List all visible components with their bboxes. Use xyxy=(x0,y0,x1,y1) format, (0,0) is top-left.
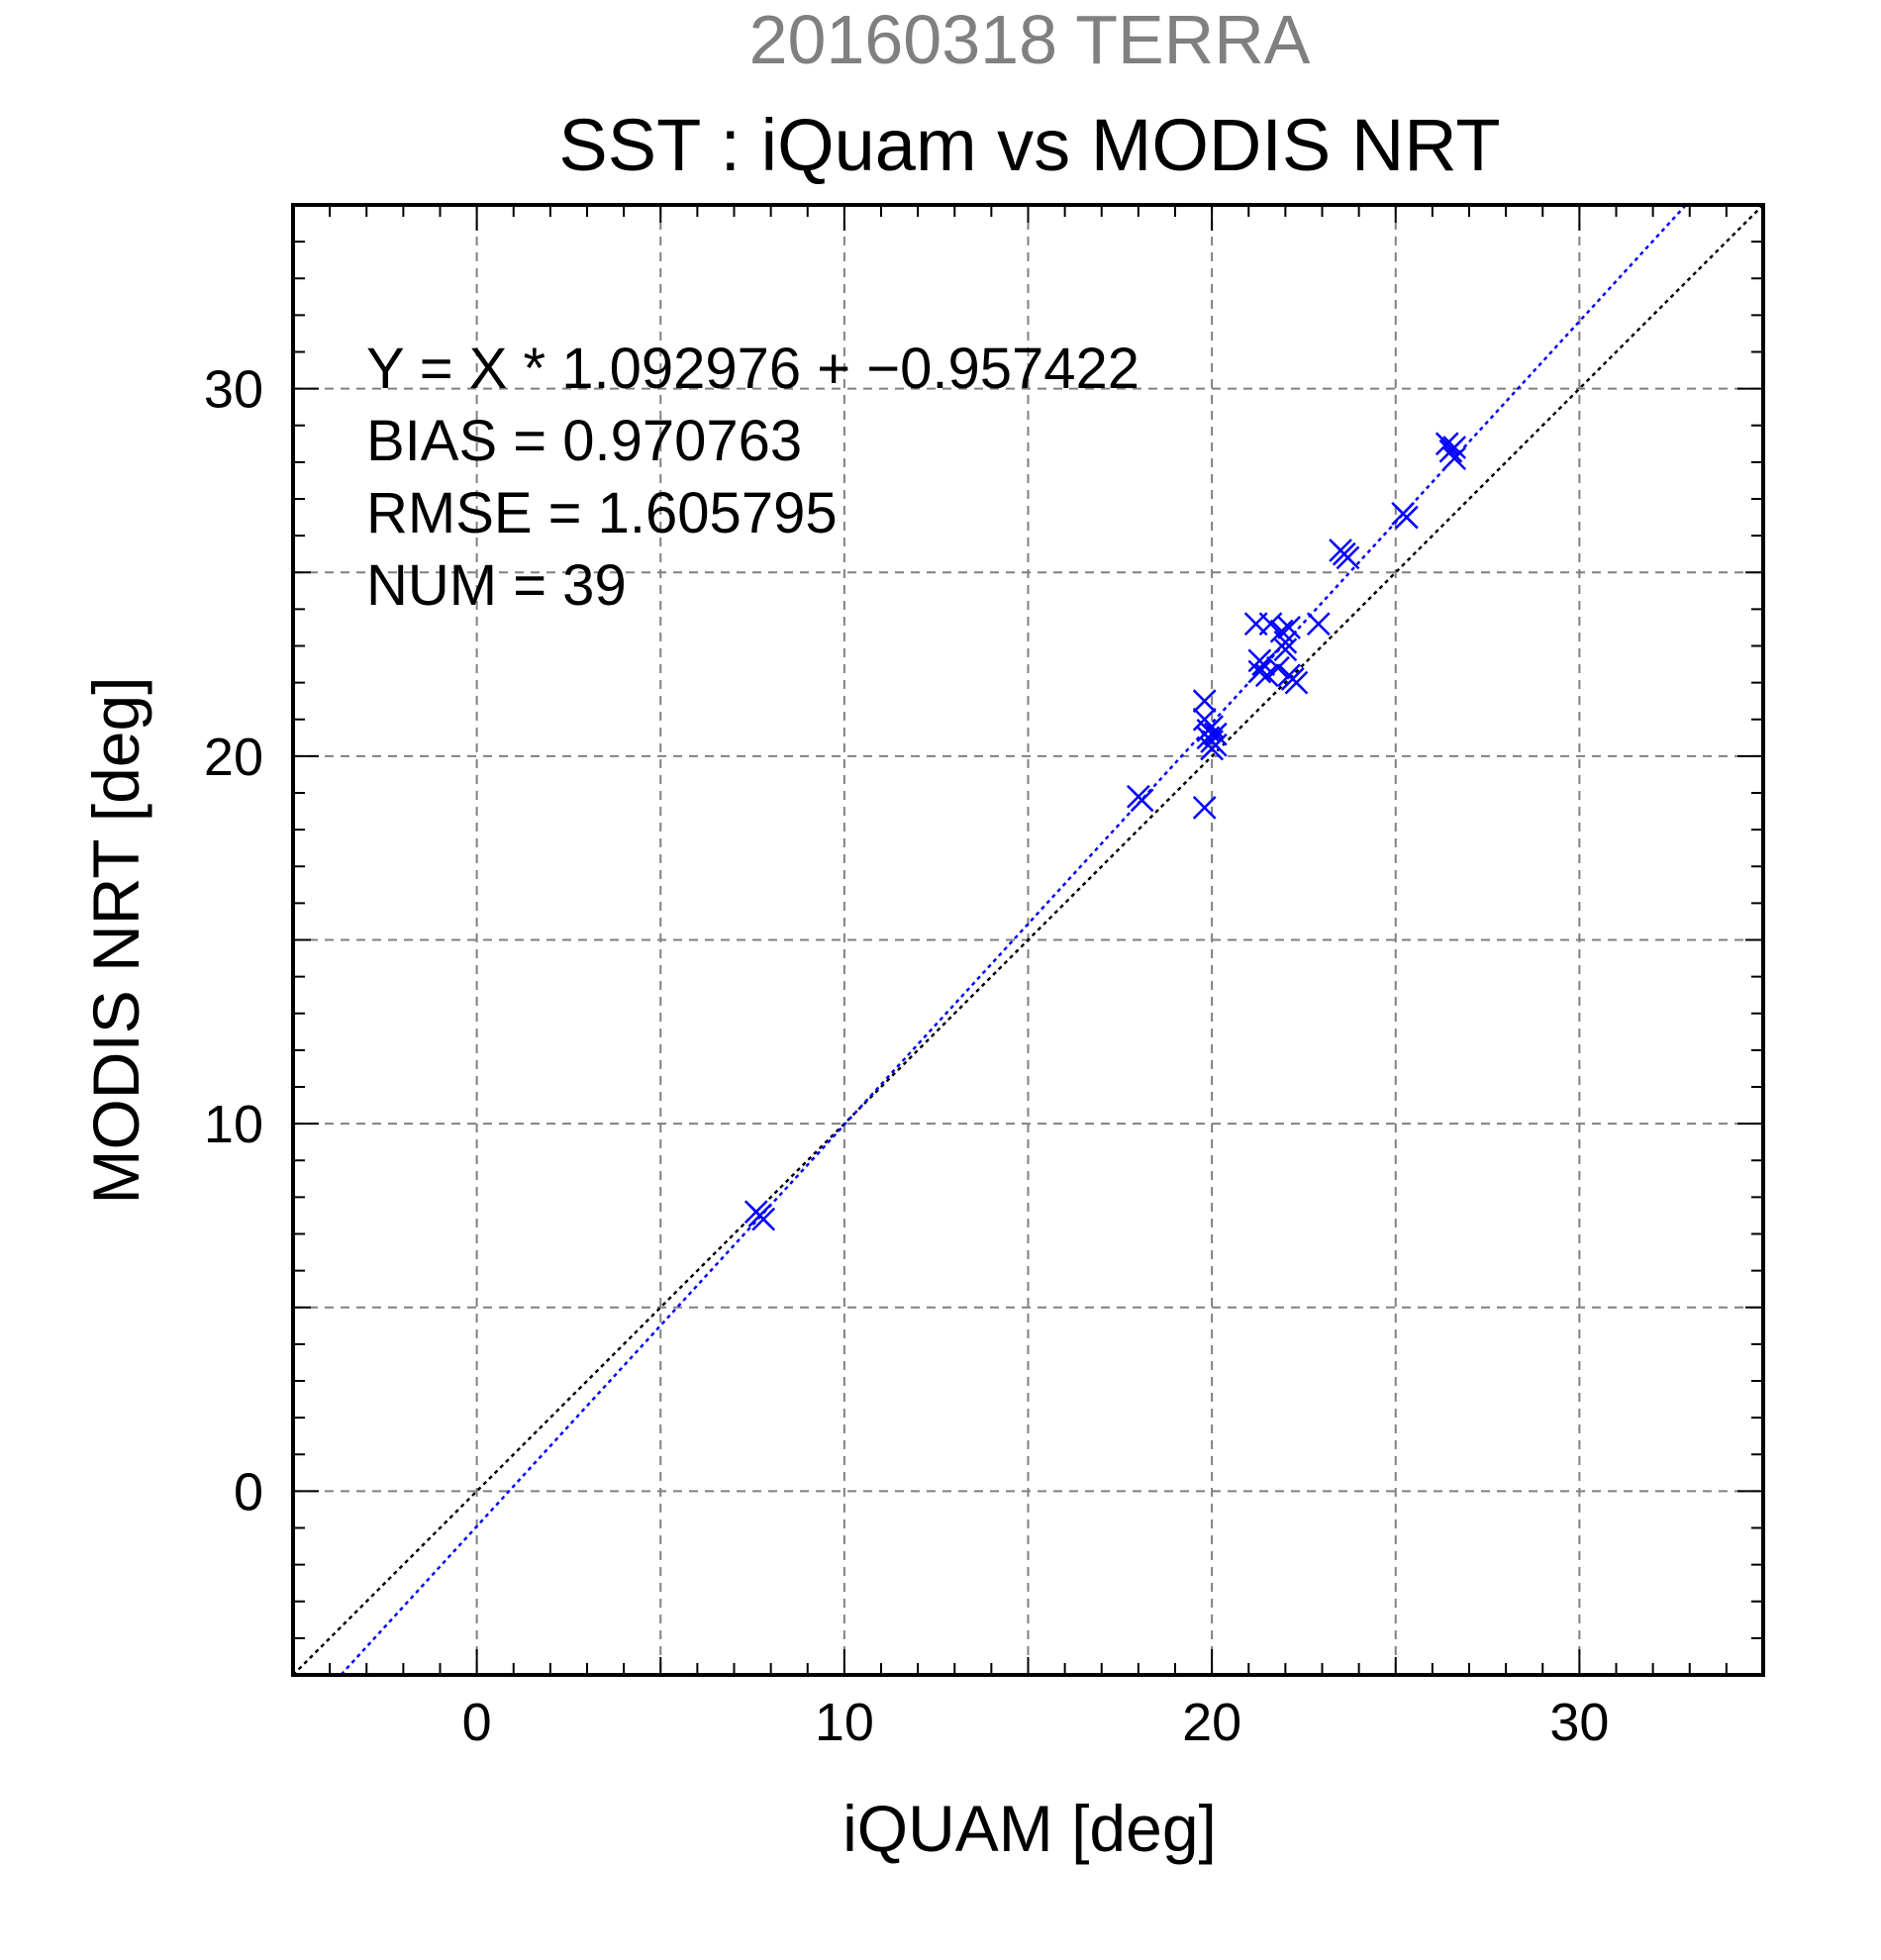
data-point xyxy=(1435,432,1459,456)
fit-statistic-line: NUM = 39 xyxy=(366,553,627,618)
data-point xyxy=(1395,505,1419,530)
data-point-stroke xyxy=(1442,446,1467,471)
data-point xyxy=(1306,612,1331,637)
fit-statistics: Y = X * 1.092976 + −0.957422 BIAS = 0.970… xyxy=(366,337,1139,618)
data-point xyxy=(1203,722,1228,746)
data-point-stroke xyxy=(1254,663,1279,688)
data-point-stroke xyxy=(1336,545,1360,570)
y-tick-label: 10 xyxy=(204,1095,263,1154)
x-tick-labels: 0 10 20 30 xyxy=(462,1693,1610,1752)
data-point xyxy=(1203,733,1228,757)
data-point-stroke xyxy=(1284,670,1309,695)
x-tick-label: 10 xyxy=(815,1693,874,1752)
data-point-stroke xyxy=(1269,619,1294,643)
data-point-stroke xyxy=(1258,612,1283,637)
data-point xyxy=(1277,616,1301,639)
data-point-stroke xyxy=(1442,436,1467,459)
data-point-stroke xyxy=(1192,795,1217,820)
data-point xyxy=(1284,670,1309,695)
data-point xyxy=(1273,630,1298,654)
fit-statistic-line: BIAS = 0.970763 xyxy=(366,409,802,473)
data-point xyxy=(751,1207,776,1231)
data-point-stroke xyxy=(1395,505,1419,530)
y-tick-label: 0 xyxy=(234,1462,263,1521)
data-point xyxy=(1130,788,1154,813)
x-tick-label: 20 xyxy=(1182,1693,1241,1752)
data-point-stroke xyxy=(1130,788,1154,813)
data-point xyxy=(1266,655,1290,680)
data-point-stroke xyxy=(1277,616,1301,639)
data-point-stroke xyxy=(1203,722,1228,746)
y-tick-labels: 0 10 20 30 xyxy=(204,360,263,1522)
data-point-stroke xyxy=(751,1207,776,1231)
reference-lines xyxy=(293,205,1763,1675)
data-point-stroke xyxy=(1247,659,1272,684)
data-point-stroke xyxy=(1435,432,1459,456)
data-point xyxy=(1192,795,1217,820)
data-point-stroke xyxy=(1273,630,1298,654)
x-axis-label: iQUAM [deg] xyxy=(842,1792,1217,1865)
data-point xyxy=(1273,637,1298,662)
y-axis-label: MODIS NRT [deg] xyxy=(79,676,152,1204)
data-point-stroke xyxy=(1251,652,1275,676)
data-point-stroke xyxy=(1273,637,1298,662)
plot-frame xyxy=(291,203,1765,1677)
x-tick-label: 30 xyxy=(1549,1693,1609,1752)
data-points xyxy=(743,432,1467,1231)
x-tick-label: 0 xyxy=(462,1693,492,1752)
fit-statistic-line: Y = X * 1.092976 + −0.957422 xyxy=(366,337,1139,401)
data-point xyxy=(1442,446,1467,471)
data-point xyxy=(1258,612,1283,637)
data-point-stroke xyxy=(1306,612,1331,637)
data-point xyxy=(1247,659,1272,684)
identity-line xyxy=(293,205,1763,1675)
data-point-stroke xyxy=(1192,689,1217,714)
data-point-stroke xyxy=(1266,655,1290,680)
fit-statistic-line: RMSE = 1.605795 xyxy=(366,481,838,545)
y-tick-label: 30 xyxy=(204,360,263,420)
y-tick-label: 20 xyxy=(204,728,263,787)
data-point xyxy=(1192,689,1217,714)
data-point xyxy=(1254,663,1279,688)
data-point xyxy=(1442,436,1467,459)
chart-title: SST : iQuam vs MODIS NRT xyxy=(558,104,1500,186)
regression-line xyxy=(339,205,1688,1675)
data-point-stroke xyxy=(1203,733,1228,757)
data-point xyxy=(1336,545,1360,570)
chart-supertitle: 20160318 TERRA xyxy=(749,1,1311,78)
